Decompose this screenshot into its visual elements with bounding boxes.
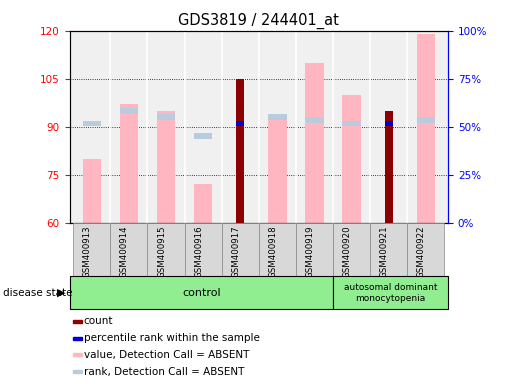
Text: GSM400914: GSM400914 (120, 225, 129, 278)
Bar (236, 121, 244, 126)
Bar (333, 276, 448, 309)
Bar (70, 276, 333, 309)
Bar (236, 79, 244, 223)
Bar (296, 223, 333, 276)
Bar (119, 104, 138, 223)
Bar (82, 159, 101, 223)
Text: percentile rank within the sample: percentile rank within the sample (84, 333, 260, 343)
Bar (268, 114, 287, 120)
Bar (417, 34, 435, 223)
Bar (119, 108, 138, 114)
Bar (342, 95, 361, 223)
Text: GSM400919: GSM400919 (305, 225, 315, 278)
Bar (110, 223, 147, 276)
Text: count: count (84, 316, 113, 326)
Bar (370, 223, 407, 276)
Text: GSM400921: GSM400921 (380, 225, 389, 278)
Bar (194, 184, 212, 223)
Text: GSM400922: GSM400922 (417, 225, 426, 278)
Bar (157, 111, 175, 223)
Text: GSM400918: GSM400918 (268, 225, 278, 278)
Bar (417, 118, 435, 123)
Bar (407, 223, 444, 276)
Text: rank, Detection Call = ABSENT: rank, Detection Call = ABSENT (84, 367, 244, 377)
Bar (73, 337, 82, 340)
Bar (385, 111, 393, 223)
Text: GSM400920: GSM400920 (342, 225, 352, 278)
Bar (194, 134, 212, 139)
Text: disease state: disease state (3, 288, 72, 298)
Bar (147, 223, 184, 276)
Text: autosomal dominant
monocytopenia: autosomal dominant monocytopenia (344, 283, 437, 303)
Text: GSM400913: GSM400913 (83, 225, 92, 278)
Title: GDS3819 / 244401_at: GDS3819 / 244401_at (178, 13, 339, 29)
Bar (333, 223, 370, 276)
Bar (221, 223, 259, 276)
Bar (73, 370, 82, 373)
Text: ▶: ▶ (57, 288, 65, 298)
Bar (73, 223, 110, 276)
Bar (184, 223, 221, 276)
Bar (305, 118, 324, 123)
Bar (385, 121, 393, 126)
Bar (73, 320, 82, 323)
Bar (305, 63, 324, 223)
Bar (73, 353, 82, 356)
Text: control: control (182, 288, 220, 298)
Text: GSM400915: GSM400915 (157, 225, 166, 278)
Bar (259, 223, 296, 276)
Bar (157, 114, 175, 120)
Bar (82, 121, 101, 126)
Bar (268, 117, 287, 223)
Text: value, Detection Call = ABSENT: value, Detection Call = ABSENT (84, 350, 249, 360)
Text: GSM400917: GSM400917 (231, 225, 240, 278)
Text: GSM400916: GSM400916 (194, 225, 203, 278)
Bar (342, 121, 361, 126)
